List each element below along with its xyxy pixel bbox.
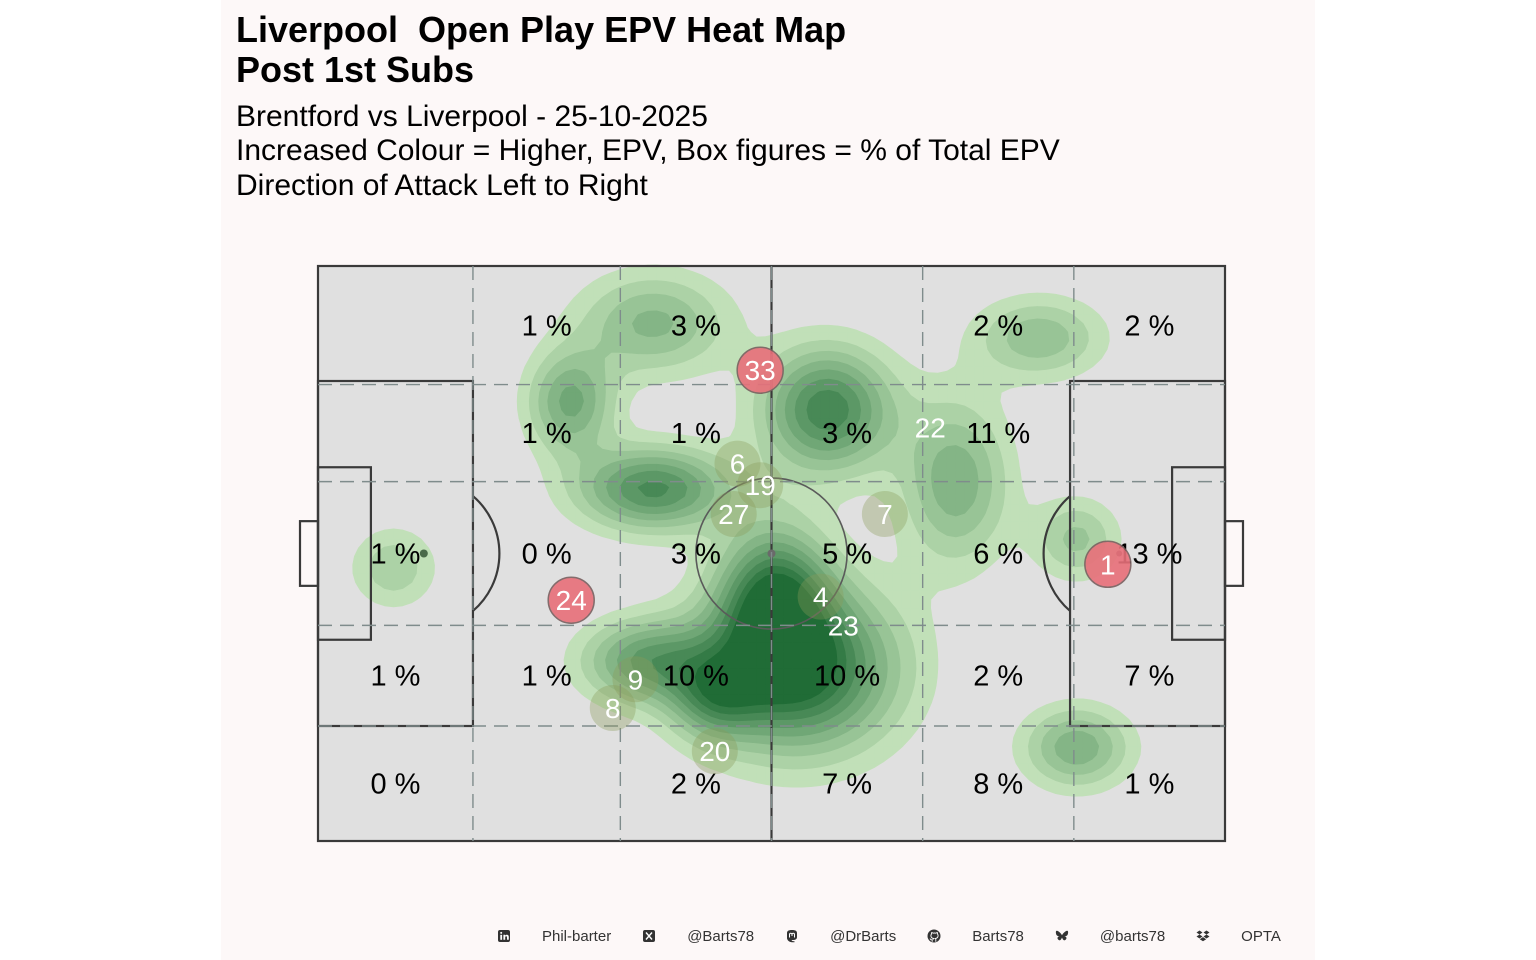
- chart-subtitle-line-3: Direction of Attack Left to Right: [236, 169, 648, 202]
- zone-label: 2 %: [1124, 310, 1174, 342]
- player-marker-1: [1084, 540, 1132, 589]
- player-marker-33: [736, 346, 784, 394]
- player-marker-19: [737, 462, 784, 509]
- mastodon-icon[interactable]: [784, 928, 800, 944]
- zone-label: 10 %: [663, 661, 729, 693]
- player-number-7: 7: [877, 499, 893, 530]
- bluesky-icon[interactable]: [1054, 928, 1070, 944]
- zone-label: 7 %: [1124, 661, 1174, 693]
- zone-label: 7 %: [822, 769, 872, 801]
- footer-mastodon-handle[interactable]: @DrBarts: [830, 927, 897, 945]
- player-number-4: 4: [813, 582, 829, 613]
- dropbox-icon: [1195, 928, 1211, 944]
- zone-label: 8 %: [973, 769, 1023, 801]
- github-icon[interactable]: [926, 928, 942, 944]
- chart-title-line-2: Post 1st Subs: [236, 49, 475, 90]
- zone-label: 1 %: [370, 539, 420, 571]
- right-penalty-arc: [1042, 495, 1071, 612]
- zone-label: 1 %: [522, 661, 572, 693]
- footer-bluesky-handle[interactable]: @barts78: [1099, 927, 1166, 945]
- zone-label: 1 %: [522, 418, 572, 450]
- zone-label: 3 %: [822, 418, 872, 450]
- linkedin-icon[interactable]: [496, 928, 512, 944]
- chart-subtitle-line-2: Increased Colour = Higher, EPV, Box figu…: [236, 134, 1060, 167]
- player-number-24: 24: [556, 585, 587, 616]
- player-number-27: 27: [718, 499, 749, 530]
- zone-label: 0 %: [370, 769, 420, 801]
- player-marker-6: [714, 440, 761, 487]
- player-number-1: 1: [1100, 549, 1116, 580]
- zone-label: 2 %: [973, 661, 1023, 693]
- left-goal: [298, 520, 320, 587]
- zone-label: 2 %: [671, 769, 721, 801]
- footer-linkedin-handle[interactable]: Phil-barter: [542, 927, 612, 945]
- x-twitter-icon[interactable]: [641, 928, 657, 944]
- zone-label: 1 %: [370, 661, 420, 693]
- player-number-22: 22: [915, 413, 946, 444]
- heat-contours: [352, 264, 1142, 797]
- zone-label: 6 %: [973, 539, 1023, 571]
- player-number-6: 6: [730, 449, 746, 480]
- player-number-23: 23: [828, 610, 859, 641]
- zone-label: 10 %: [814, 661, 880, 693]
- zone-label: 11 %: [966, 418, 1030, 450]
- zone-label: 3 %: [671, 310, 721, 342]
- player-number-19: 19: [745, 470, 776, 501]
- zone-label: 2 %: [973, 310, 1023, 342]
- player-marker-4: [797, 573, 844, 620]
- player-marker-8: [589, 685, 636, 732]
- player-marker-7: [861, 490, 908, 537]
- footer-data-source: OPTA: [1241, 927, 1281, 945]
- footer-credits: Phil-barter @Barts78 @DrBarts Barts78 @b…: [496, 924, 1311, 948]
- player-marker-24: [547, 576, 595, 624]
- player-marker-27: [710, 490, 757, 537]
- zone-label: 3 %: [671, 539, 721, 571]
- footer-github-handle[interactable]: Barts78: [972, 927, 1024, 945]
- zone-label: 5 %: [822, 539, 872, 571]
- zone-label: 0 %: [522, 539, 572, 571]
- chart-subtitle-line-1: Brentford vs Liverpool - 25-10-2025: [236, 100, 708, 133]
- zone-labels: 1 % 3 % 2 % 2 %1 % 1 % 3 % 11 %1 % 0 % 3 % 5 % 6 %…: [370, 310, 1182, 800]
- zone-label: 1 %: [1124, 769, 1174, 801]
- right-goal: [1223, 520, 1245, 587]
- player-number-33: 33: [745, 355, 776, 386]
- player-number-8: 8: [605, 693, 621, 724]
- chart-title-line-1: Liverpool Open Play EPV Heat Map: [236, 9, 847, 50]
- footer-x-handle[interactable]: @Barts78: [687, 927, 755, 945]
- zone-label: 1 %: [671, 418, 721, 450]
- player-marker-9: [612, 656, 659, 703]
- player-number-9: 9: [628, 664, 644, 695]
- player-number-20: 20: [699, 736, 730, 767]
- left-penalty-arc: [472, 495, 501, 612]
- zone-label: 1 %: [522, 310, 572, 342]
- left-penalty-spot: [419, 549, 428, 558]
- player-marker-20: [691, 728, 738, 775]
